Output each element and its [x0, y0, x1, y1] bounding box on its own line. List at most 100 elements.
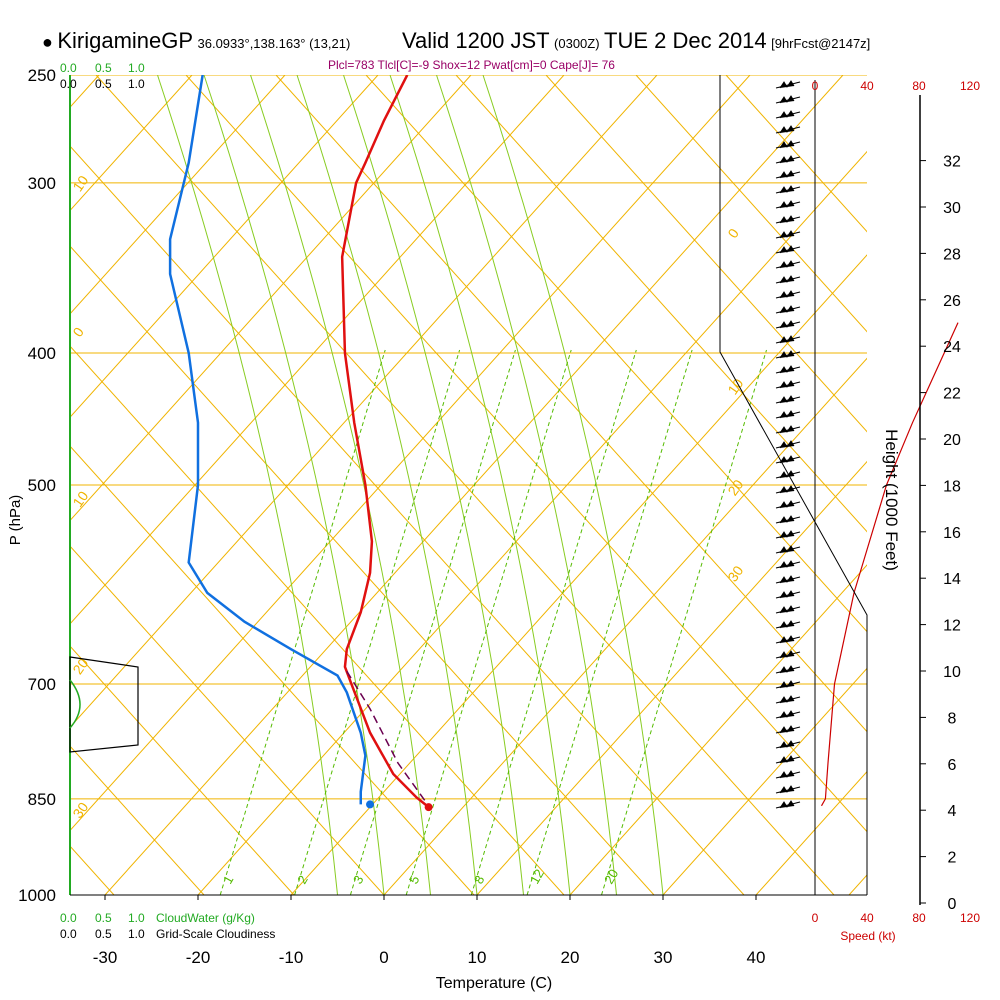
wind-barb-flag [779, 560, 795, 569]
wind-barb [775, 485, 801, 494]
wind-barb-flag [779, 695, 795, 704]
wind-barb [775, 80, 801, 89]
wind-barb-flag [779, 395, 795, 404]
wind-barb [775, 110, 801, 119]
moist-adiabat-line [296, 75, 478, 895]
wind-barb-flag [779, 485, 795, 494]
wind-barb [775, 605, 801, 614]
wind-barb-flag [779, 635, 795, 644]
valid-label: Valid 1200 JST [402, 28, 550, 53]
wind-barb-flag [779, 230, 795, 239]
wind-barb-flag [779, 800, 795, 809]
x-tick-label: 0 [379, 948, 388, 967]
mixing-ratio-line [405, 349, 572, 895]
cloudiness-label: Grid-Scale Cloudiness [156, 927, 275, 941]
wind-barb [775, 290, 801, 299]
height-tick-label: 30 [943, 200, 961, 217]
speed-tick-label-top: 120 [960, 79, 980, 93]
cloudiness-scale-label-bottom: 1.0 [128, 927, 145, 941]
height-tick-label: 2 [948, 850, 957, 867]
wind-barb [775, 215, 801, 224]
wind-barb [775, 305, 801, 314]
dry-adiabat-line [70, 445, 475, 895]
isotherm-line [0, 75, 6, 895]
wind-barb-flag [779, 125, 795, 134]
isotherm-line [70, 75, 472, 522]
wind-barb-flag [779, 185, 795, 194]
mixing-ratio-line [219, 349, 386, 895]
wind-barb [775, 230, 801, 239]
station-coords: 36.0933°,138.163° (13,21) [197, 36, 351, 51]
temperature-profile-line [340, 75, 430, 809]
wind-barb [775, 770, 801, 779]
wind-barb-flag [779, 620, 795, 629]
wind-barb [775, 200, 801, 209]
speed-tick-label-top: 0 [812, 79, 819, 93]
height-tick-label: 14 [943, 571, 961, 588]
cloudwater-scale-label-bottom: 0.0 [60, 911, 77, 925]
station-name: KirigamineGP [57, 28, 194, 53]
wind-barb-flag [779, 290, 795, 299]
valid-time: Valid 1200 JST (0300Z) TUE 2 Dec 2014 [9… [402, 28, 870, 54]
moist-adiabat-line [343, 75, 524, 895]
wind-barb-flag [779, 275, 795, 284]
x-tick-label: -10 [279, 948, 304, 967]
mixing-ratio-line [526, 349, 693, 895]
height-tick-label: 12 [943, 618, 961, 635]
wind-barb [775, 410, 801, 419]
cloudwater-label: CloudWater (g/Kg) [156, 911, 255, 925]
valid-date: TUE 2 Dec 2014 [604, 28, 767, 53]
dry-adiabat-line [70, 745, 205, 895]
mixing-ratio-line [294, 349, 461, 895]
parcel-profile-line [346, 670, 430, 807]
wind-barb [775, 365, 801, 374]
wind-barb-flag [779, 770, 795, 779]
height-tick-label: 24 [943, 339, 961, 356]
wind-barb-flag [779, 440, 795, 449]
cloudiness-scale-label-top: 1.0 [128, 77, 145, 91]
height-tick-label: 18 [943, 478, 961, 495]
wind-barb-flag [779, 170, 795, 179]
speed-tick-label-bottom: 120 [960, 911, 980, 925]
wind-barb-flag [779, 575, 795, 584]
wind-barb-flag [779, 245, 795, 254]
wind-barb [775, 800, 801, 809]
dry-adiabat-line [0, 75, 24, 895]
isotherm-line [569, 564, 867, 895]
dry-adiabat-line [70, 145, 745, 895]
wind-barb [775, 755, 801, 764]
cloudwater-scale-label-top: 0.5 [95, 61, 112, 75]
wind-barb-flag [779, 380, 795, 389]
height-tick-label: 0 [948, 896, 957, 913]
isotherm-line [70, 75, 286, 315]
cloudwater-scale-label-bottom: 1.0 [128, 911, 145, 925]
speed-tick-label-bottom: 0 [812, 911, 819, 925]
wind-barb-flag [779, 755, 795, 764]
wind-barb-flag [779, 650, 795, 659]
wind-barb [775, 245, 801, 254]
moist-adiabat-line [482, 75, 664, 895]
wind-barb-flag [779, 155, 795, 164]
height-tick-label: 22 [943, 386, 961, 403]
wind-barb [775, 560, 801, 569]
wind-barb-flag [779, 410, 795, 419]
moist-adiabat-line [203, 75, 385, 895]
surface-temp-point [424, 803, 433, 812]
wind-barb [775, 185, 801, 194]
speed-tick-label-top: 40 [860, 79, 874, 93]
wind-barb-flag [779, 425, 795, 434]
wind-barb-flag [779, 95, 795, 104]
wind-barb-flag [779, 140, 795, 149]
wind-barb-flag [779, 725, 795, 734]
wind-barb [775, 785, 801, 794]
wind-barb [775, 260, 801, 269]
wind-barb [775, 530, 801, 539]
wind-barb-flag [779, 680, 795, 689]
wind-barb [775, 380, 801, 389]
dry-adiabat-line [70, 245, 655, 895]
wind-barb-flag [779, 305, 795, 314]
isotherm-line [70, 75, 751, 832]
wind-barb [775, 125, 801, 134]
mixing-ratio-line [470, 349, 637, 895]
cloudiness-scale-label-top: 0.0 [60, 77, 77, 91]
